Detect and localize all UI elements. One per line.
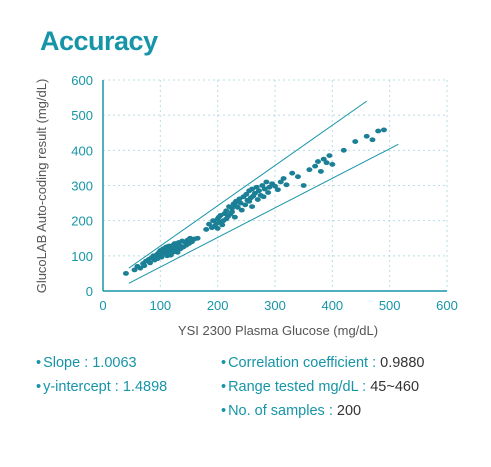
data-points	[122, 127, 387, 276]
x-axis-label: YSI 2300 Plasma Glucose (mg/dL)	[178, 323, 378, 338]
data-point	[131, 267, 138, 273]
data-point	[231, 214, 238, 220]
x-tick-label: 400	[321, 298, 343, 313]
data-point	[237, 200, 244, 206]
data-point	[263, 179, 270, 185]
tick-labels: 0 100 200 300 400 500 600 0 100 200 300 400 500 600	[71, 73, 458, 313]
bullet-icon: •	[36, 379, 42, 395]
data-point	[266, 184, 273, 190]
stat-slope: • Slope : 1.0063	[36, 355, 137, 371]
x-tick-label: 500	[379, 298, 401, 313]
data-point	[363, 133, 370, 139]
data-point	[259, 183, 266, 188]
y-tick-label: 200	[71, 214, 93, 229]
data-point	[206, 221, 213, 227]
data-point	[340, 147, 347, 153]
data-point	[329, 162, 336, 167]
data-point	[194, 235, 201, 241]
y-tick-label: 400	[71, 143, 93, 158]
data-point	[369, 137, 376, 143]
x-tick-label: 100	[149, 298, 171, 313]
bound-line	[128, 100, 368, 269]
data-point	[323, 160, 330, 166]
data-point	[272, 183, 278, 189]
page-title: Accuracy	[40, 26, 158, 56]
data-point	[174, 249, 181, 255]
y-tick-label: 300	[71, 179, 93, 194]
data-point	[326, 153, 333, 159]
stat-samples: • No. of samples : 200	[221, 403, 362, 419]
data-point	[243, 191, 250, 197]
data-point	[260, 194, 267, 200]
data-point	[254, 197, 261, 202]
data-point	[265, 190, 272, 195]
data-point	[280, 176, 287, 181]
data-point	[219, 222, 226, 228]
bullet-icon: •	[36, 355, 42, 371]
data-point	[375, 128, 382, 134]
data-point	[283, 182, 290, 188]
data-point	[320, 156, 327, 162]
data-point	[277, 179, 284, 185]
data-point	[317, 169, 324, 174]
data-point	[234, 204, 241, 210]
y-tick-label: 600	[71, 73, 93, 88]
x-tick-label: 0	[99, 298, 106, 313]
data-point	[352, 139, 359, 144]
data-point	[141, 263, 148, 269]
data-point	[312, 163, 319, 169]
data-point	[380, 127, 387, 133]
y-tick-label: 500	[71, 108, 93, 123]
x-tick-label: 600	[436, 298, 458, 313]
data-point	[249, 204, 256, 210]
data-point	[214, 226, 221, 231]
data-point	[294, 174, 301, 180]
data-point	[306, 167, 313, 173]
data-point	[229, 205, 235, 211]
bullet-icon: •	[221, 403, 227, 419]
stat-correlation: • Correlation coefficient : 0.9880	[221, 355, 425, 371]
bullet-icon: •	[221, 355, 227, 371]
bound-lines	[128, 100, 399, 284]
bound-line	[128, 143, 399, 284]
x-tick-label: 300	[264, 298, 286, 313]
data-point	[300, 183, 307, 188]
stat-range: • Range tested mg/dL : 45~460	[221, 379, 420, 395]
stat-intercept: • y-intercept : 1.4898	[36, 379, 168, 395]
y-tick-label: 100	[71, 249, 93, 264]
data-point	[122, 271, 129, 276]
bullet-icon: •	[221, 379, 227, 395]
data-point	[289, 170, 296, 176]
data-point	[249, 186, 256, 192]
data-point	[274, 187, 281, 193]
data-point	[203, 227, 210, 232]
data-point	[223, 208, 230, 214]
chart-axes	[102, 80, 447, 292]
y-axis-label: GlucoLAB Auto-coding result (mg/dL)	[34, 79, 49, 294]
data-point	[147, 260, 154, 266]
data-point	[158, 254, 165, 260]
data-point	[238, 207, 245, 213]
data-point	[261, 186, 268, 192]
data-point	[255, 188, 262, 194]
data-point	[242, 202, 249, 208]
data-point	[315, 159, 321, 164]
x-tick-label: 200	[207, 298, 229, 313]
data-point	[229, 209, 235, 215]
data-point	[253, 184, 260, 190]
y-tick-label: 0	[86, 284, 93, 299]
